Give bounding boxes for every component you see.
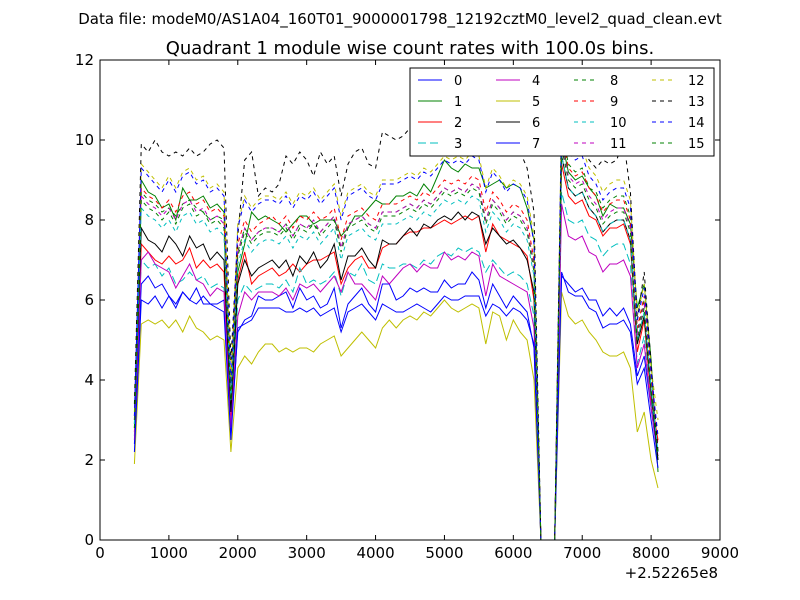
legend-label-9: 9 (610, 95, 618, 110)
x-axis: 0 1000 2000 3000 4000 5000 6000 7000 8000 9000 (95, 60, 739, 562)
series-line-9 (133, 131, 659, 541)
legend-label-11: 11 (610, 137, 627, 152)
legend-label-3: 3 (454, 137, 462, 152)
figure-suptitle: Data file: modeM0/AS1A04_160T01_90000017… (78, 10, 722, 29)
series-line-1 (133, 139, 659, 541)
x-tick-label: 8000 (632, 544, 670, 562)
y-tick-label: 8 (84, 211, 94, 229)
x-tick-label: 4000 (356, 544, 394, 562)
legend-label-10: 10 (610, 116, 627, 131)
series-line-5 (133, 291, 659, 541)
series-line-10 (133, 155, 659, 541)
legend-label-0: 0 (454, 74, 462, 89)
legend-label-14: 14 (688, 116, 705, 131)
legend-label-7: 7 (532, 137, 540, 152)
legend-label-5: 5 (532, 95, 540, 110)
y-tick-label: 0 (84, 531, 94, 549)
legend-box (409, 67, 715, 157)
x-tick-label: 7000 (563, 544, 601, 562)
legend-label-13: 13 (688, 95, 705, 110)
series-line-3 (133, 191, 659, 541)
series-line-12 (133, 107, 659, 541)
series-line-8 (133, 127, 659, 541)
x-tick-label: 6000 (494, 544, 532, 562)
x-offset-label: +2.52265e8 (625, 564, 718, 582)
legend-label-4: 4 (532, 74, 540, 89)
series-line-0 (133, 271, 659, 541)
legend-label-6: 6 (532, 116, 540, 131)
series-line-7 (133, 271, 659, 541)
y-tick-label: 12 (75, 51, 94, 69)
legend-label-12: 12 (688, 74, 705, 89)
y-tick-label: 4 (84, 371, 94, 389)
legend-label-8: 8 (610, 74, 618, 89)
y-tick-label: 6 (84, 291, 94, 309)
x-tick-label: 1000 (150, 544, 188, 562)
x-tick-label: 0 (95, 544, 105, 562)
y-tick-label: 2 (84, 451, 94, 469)
series-line-4 (133, 203, 659, 541)
series-line-11 (133, 143, 659, 541)
x-tick-label: 9000 (701, 544, 739, 562)
plot-lines (133, 107, 659, 541)
legend-label-1: 1 (454, 95, 462, 110)
series-line-6 (133, 155, 659, 541)
x-tick-label: 2000 (219, 544, 257, 562)
x-tick-label: 5000 (425, 544, 463, 562)
chart-title: Quadrant 1 module wise count rates with … (166, 38, 655, 59)
x-tick-label: 3000 (288, 544, 326, 562)
series-line-2 (133, 163, 659, 541)
legend-label-15: 15 (688, 137, 705, 152)
y-tick-label: 10 (75, 131, 94, 149)
legend-label-2: 2 (454, 116, 462, 131)
